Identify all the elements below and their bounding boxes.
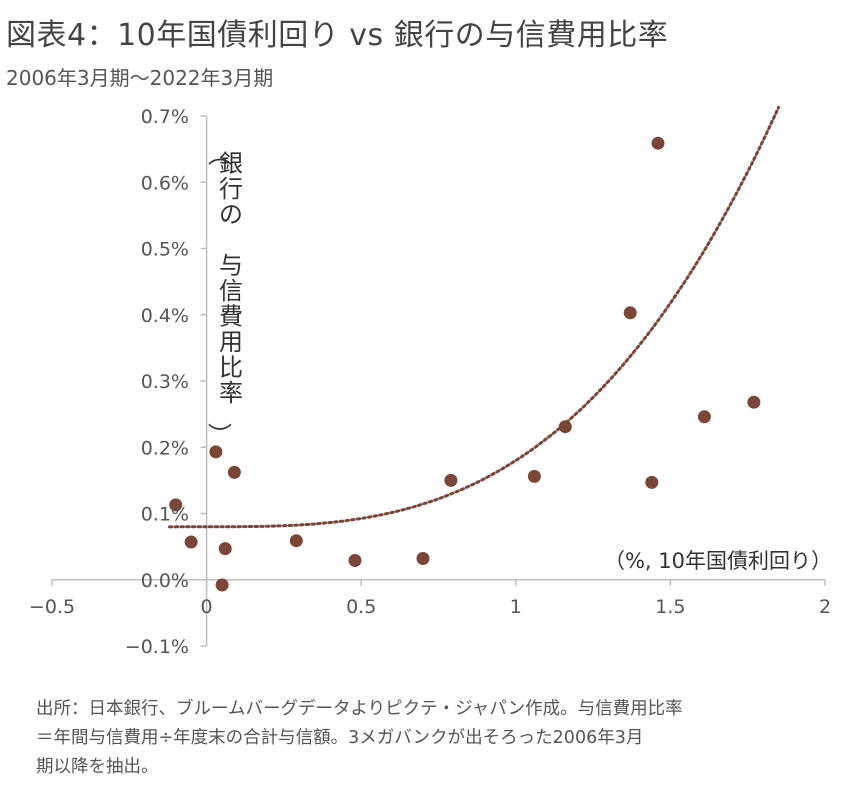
y-axis-title-char: 用 (219, 328, 243, 356)
y-axis-title-char: の (219, 201, 243, 229)
y-tick-label: 0.3% (141, 371, 189, 393)
x-tick-label: 1.5 (655, 596, 685, 618)
points-layer (169, 136, 761, 592)
data-point (348, 554, 362, 567)
data-point (444, 473, 458, 487)
y-axis-title-char: ） (205, 423, 233, 447)
data-point (747, 395, 761, 409)
y-tick-label: −0.1% (125, 636, 189, 658)
y-tick-label: 0.7% (141, 106, 189, 128)
data-point (558, 420, 572, 434)
y-tick-label: 0.5% (141, 239, 189, 261)
y-tick-label: 0.6% (141, 172, 189, 194)
source-note-line: ＝年間与信費用÷年度末の合計与信額。3メガバンクが出そろった2006年3月 (36, 728, 644, 748)
x-tick-label: 1 (510, 596, 522, 618)
data-point (697, 410, 711, 424)
y-axis-title-char: 比 (219, 354, 243, 382)
source-note-line: 出所：日本銀行、ブルームバーグデータよりピクテ・ジャパン作成。与信費用比率 (36, 699, 683, 719)
x-tick-label: 0 (201, 596, 213, 618)
y-axis-title: （銀行の与信費用比率 ） (205, 142, 243, 447)
data-point (215, 578, 229, 592)
data-point (416, 552, 430, 565)
axes-layer (51, 115, 826, 647)
source-note: 出所：日本銀行、ブルームバーグデータよりピクテ・ジャパン作成。与信費用比率 ＝年… (36, 695, 836, 782)
y-axis-title-char: 費 (219, 303, 243, 331)
data-point (645, 475, 659, 489)
y-axis-title-char: 信 (219, 277, 243, 305)
x-axis-title: （%, 10年国債利回り） (604, 549, 832, 573)
y-tick-label: 0.1% (141, 504, 189, 526)
trendline-layer (168, 105, 781, 529)
y-axis-title-char: 銀 (219, 150, 243, 178)
y-tick-label: 0.2% (141, 437, 189, 459)
y-axis-title-char: 行 (219, 175, 243, 203)
data-point (218, 542, 232, 556)
x-tick-label: 0.5 (346, 596, 376, 618)
y-tick-label: 0.0% (141, 570, 189, 592)
y-axis-title-char: （ (205, 142, 233, 166)
y-axis-title-char: 率 (219, 379, 243, 407)
data-point (623, 306, 637, 320)
source-note-line: 期以降を抽出。 (36, 757, 159, 777)
data-point (209, 445, 223, 459)
data-point (527, 469, 541, 483)
data-point (227, 465, 241, 479)
y-tick-label: 0.4% (141, 305, 189, 327)
data-point (289, 534, 303, 548)
x-tick-label: −0.5 (29, 596, 75, 618)
y-axis-title-char: 与 (219, 252, 243, 280)
data-point (184, 535, 198, 549)
scatter-chart: −0.5 0 0.5 1 1.5 2 0.7% 0.6% 0.5% 0.4% 0.3% 0.2% 0.1… (29, 105, 832, 658)
x-tick-label: 2 (819, 596, 831, 618)
data-point (651, 136, 665, 150)
trendline (168, 105, 781, 529)
data-point (169, 498, 183, 512)
labels-layer: −0.5 0 0.5 1 1.5 2 0.7% 0.6% 0.5% 0.4% 0.3% 0.2% 0.1… (29, 106, 832, 658)
chart-title: 図表4：10年国債利回り vs 銀行の与信費用比率 (6, 18, 669, 53)
chart-subtitle: 2006年3月期～2022年3月期 (6, 66, 274, 90)
